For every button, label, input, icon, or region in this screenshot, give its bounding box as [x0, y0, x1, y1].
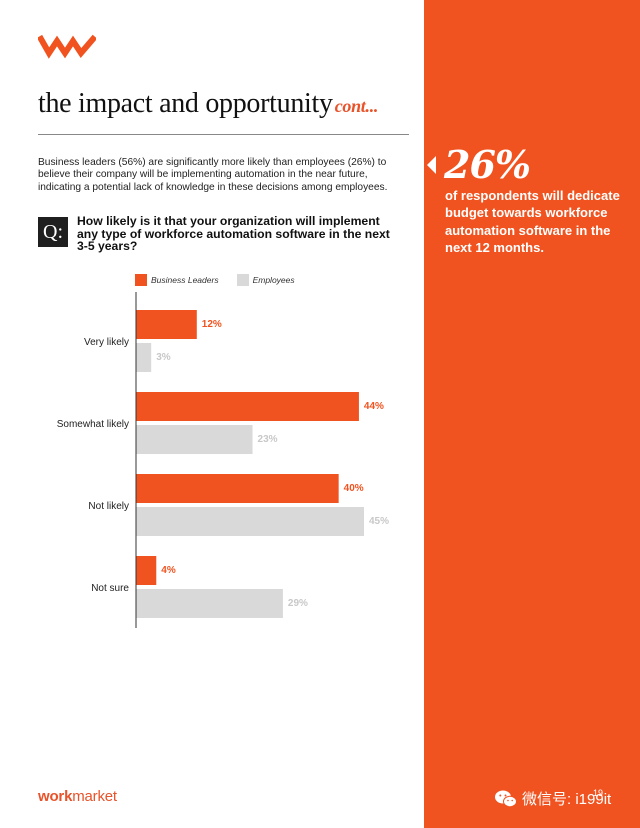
data-label-employees: 29%	[288, 598, 308, 609]
category-label: Somewhat likely	[57, 419, 129, 430]
footer-brand-market: market	[72, 788, 117, 805]
watermark-text: 微信号: i199it	[522, 791, 612, 808]
stat-description: of respondents will dedicate budget towa…	[445, 188, 620, 256]
legend-label-leaders: Business Leaders	[151, 275, 219, 285]
page-title-text: the impact and opportunity	[38, 88, 333, 119]
footer-brand: workmarket	[38, 788, 117, 805]
legend-swatch-leaders	[135, 274, 147, 286]
data-label-leaders: 40%	[344, 483, 364, 494]
footer-brand-work: work	[38, 788, 73, 805]
bar-chart: Very likely 12% 3% Somewhat likely 44% 23% Not…	[57, 292, 389, 628]
title-divider	[38, 134, 409, 135]
bar-leaders	[136, 310, 197, 339]
bar-leaders	[136, 474, 339, 503]
legend-item-employees: Employees	[236, 274, 295, 286]
category-label: Not likely	[88, 501, 129, 512]
stat-value: 26%	[444, 142, 531, 187]
category-label: Not sure	[91, 583, 129, 594]
bar-employees	[136, 425, 253, 454]
question-badge: Q:	[38, 217, 68, 247]
legend-swatch-employees	[236, 274, 249, 286]
legend-item-leaders: Business Leaders	[135, 274, 219, 286]
data-label-leaders: 44%	[364, 401, 384, 412]
stat-panel	[424, 0, 640, 828]
data-label-leaders: 4%	[161, 565, 176, 576]
data-label-leaders: 12%	[202, 319, 222, 330]
legend-label-employees: Employees	[252, 275, 295, 285]
bar-employees	[136, 589, 283, 618]
wechat-icon	[495, 790, 517, 807]
bar-employees	[136, 343, 152, 372]
data-label-employees: 3%	[156, 352, 171, 363]
question-text: How likely is it that your organization …	[77, 214, 390, 254]
stat-pointer-icon	[427, 156, 436, 174]
data-label-employees: 23%	[258, 434, 278, 445]
intro-paragraph: Business leaders (56%) are significantly…	[38, 157, 388, 193]
data-label-employees: 45%	[369, 516, 389, 527]
bar-employees	[136, 507, 364, 536]
page-number: 19	[593, 788, 604, 798]
page-title-suffix: cont...	[334, 96, 379, 116]
category-label: Very likely	[84, 337, 129, 348]
bar-leaders	[136, 556, 157, 585]
bar-leaders	[136, 392, 359, 421]
page-title: the impact and opportunity cont...	[38, 88, 378, 120]
chart-legend: Business Leaders Employees	[135, 274, 313, 286]
watermark: 微信号: i199it	[494, 788, 611, 809]
workmarket-logo-icon	[38, 34, 96, 59]
